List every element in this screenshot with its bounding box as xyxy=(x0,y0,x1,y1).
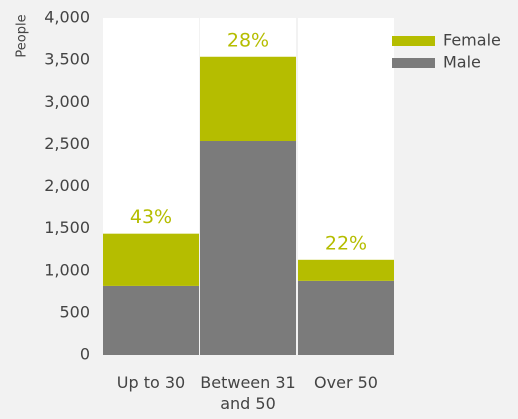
y-tick-label: 0 xyxy=(80,345,90,364)
y-tick-label: 2,500 xyxy=(44,134,90,153)
legend-swatch xyxy=(392,58,435,68)
bar-segment xyxy=(200,141,296,355)
share-label: 28% xyxy=(227,29,269,51)
legend-label: Female xyxy=(443,31,501,50)
x-tick-label: Between 31 and 50 xyxy=(200,373,296,413)
bar-segment xyxy=(298,259,394,281)
bar-segment xyxy=(103,285,199,355)
share-label: 22% xyxy=(325,232,367,254)
x-tick-label: Over 50 xyxy=(314,373,378,392)
x-tick-label: Up to 30 xyxy=(116,373,186,392)
y-tick-label: 3,000 xyxy=(44,92,90,111)
share-label: 43% xyxy=(130,206,172,228)
legend-label: Male xyxy=(443,53,481,72)
y-tick-label: 3,500 xyxy=(44,50,90,69)
bar-segment xyxy=(103,233,199,286)
bar-segment xyxy=(298,280,394,355)
bar-segment xyxy=(200,56,296,142)
y-axis-label: People xyxy=(15,14,30,57)
y-tick-label: 1,000 xyxy=(44,260,90,279)
y-tick-label: 2,000 xyxy=(44,176,90,195)
legend-swatch xyxy=(392,36,435,46)
y-tick-label: 500 xyxy=(59,302,90,321)
y-tick-label: 4,000 xyxy=(44,8,90,27)
y-tick-label: 1,500 xyxy=(44,218,90,237)
